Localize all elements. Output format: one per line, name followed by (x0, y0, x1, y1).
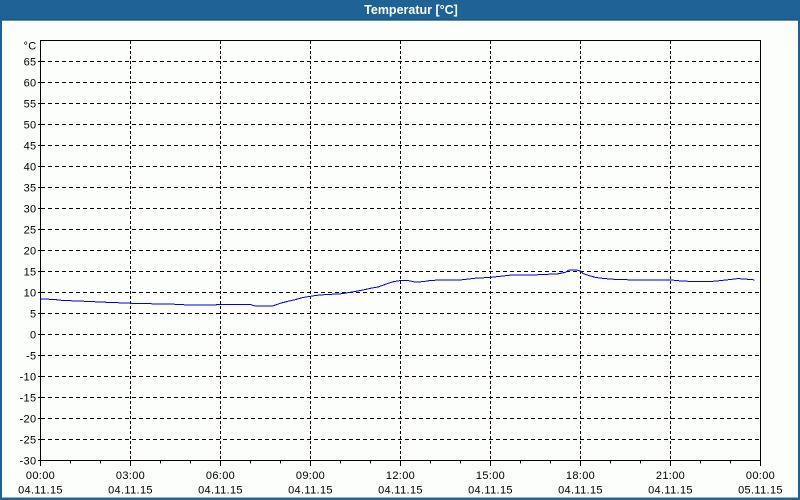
svg-text:00:00: 00:00 (746, 470, 775, 482)
svg-text:04.11.15: 04.11.15 (468, 485, 513, 497)
svg-text:04.11.15: 04.11.15 (18, 485, 63, 497)
svg-text:04.11.15: 04.11.15 (108, 485, 153, 497)
svg-text:04.11.15: 04.11.15 (198, 485, 243, 497)
svg-text:65: 65 (24, 57, 37, 69)
svg-text:-15: -15 (20, 393, 37, 405)
svg-text:04.11.15: 04.11.15 (288, 485, 333, 497)
svg-text:-30: -30 (20, 456, 37, 468)
svg-text:5: 5 (30, 309, 36, 321)
svg-text:0: 0 (30, 330, 36, 342)
svg-text:30: 30 (24, 204, 37, 216)
svg-text:55: 55 (24, 99, 37, 111)
svg-text:21:00: 21:00 (656, 470, 685, 482)
svg-text:09:00: 09:00 (296, 470, 325, 482)
svg-text:40: 40 (24, 162, 37, 174)
svg-text:04.11.15: 04.11.15 (378, 485, 423, 497)
svg-text:Temperatur [°C]: Temperatur [°C] (364, 3, 458, 17)
svg-text:10: 10 (24, 288, 37, 300)
svg-text:-25: -25 (20, 435, 37, 447)
svg-text:45: 45 (24, 141, 37, 153)
svg-text:60: 60 (24, 78, 37, 90)
svg-text:15: 15 (24, 267, 37, 279)
svg-text:06:00: 06:00 (206, 470, 235, 482)
svg-text:03:00: 03:00 (116, 470, 145, 482)
svg-text:°C: °C (23, 41, 36, 53)
svg-text:00:00: 00:00 (26, 470, 55, 482)
svg-text:35: 35 (24, 183, 37, 195)
svg-text:04.11.15: 04.11.15 (558, 485, 603, 497)
svg-text:-5: -5 (26, 351, 36, 363)
svg-text:05.11.15: 05.11.15 (738, 485, 783, 497)
svg-text:50: 50 (24, 120, 37, 132)
svg-text:25: 25 (24, 225, 37, 237)
svg-text:-10: -10 (20, 372, 37, 384)
svg-text:18:00: 18:00 (566, 470, 595, 482)
svg-text:15:00: 15:00 (476, 470, 505, 482)
svg-text:12:00: 12:00 (386, 470, 415, 482)
svg-text:04.11.15: 04.11.15 (648, 485, 693, 497)
svg-text:20: 20 (24, 246, 37, 258)
svg-text:-20: -20 (20, 414, 37, 426)
